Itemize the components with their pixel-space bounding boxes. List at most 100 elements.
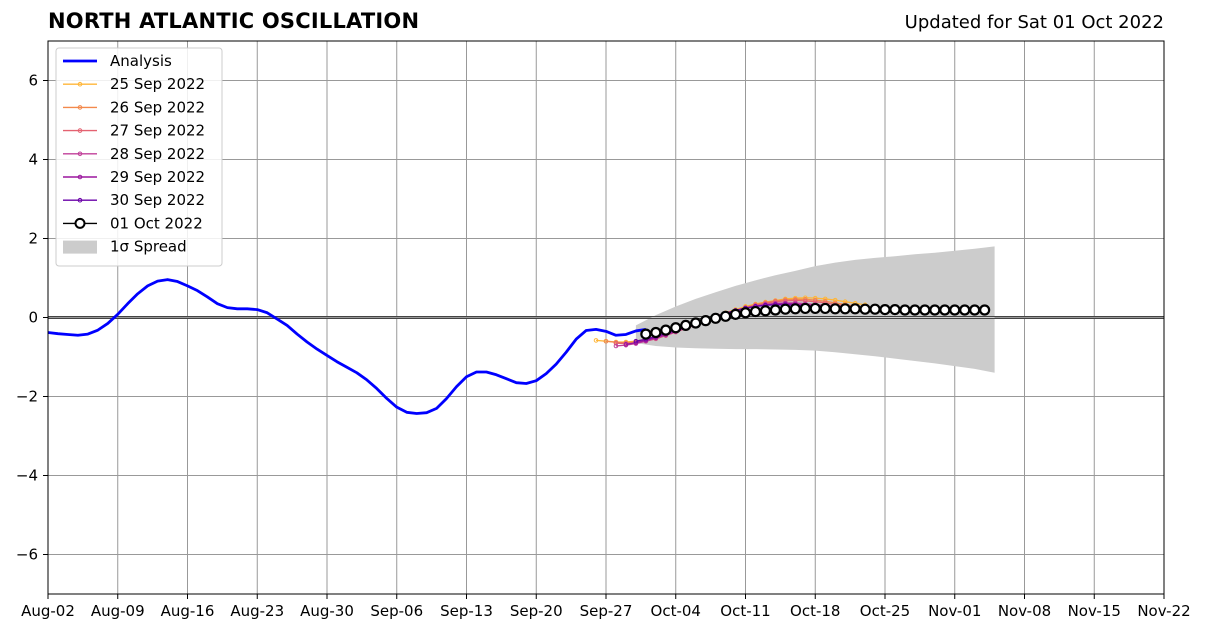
forecast-point [603,338,609,344]
forecast-point [769,304,781,316]
chart-subtitle: Updated for Sat 01 Oct 2022 [904,12,1164,33]
y-axis: −6 −4 −2 0 2 4 6 [16,72,48,564]
y-tick-label: −2 [16,388,38,406]
legend-label: 27 Sep 2022 [110,122,205,140]
forecast-point [869,303,881,315]
forecast-series [593,295,991,349]
chart-title: NORTH ATLANTIC OSCILLATION [48,9,420,33]
forecast-point [949,304,961,316]
legend-entry: 01 Oct 2022 [63,214,203,232]
forecast-point [939,304,951,316]
forecast-point [633,338,639,344]
forecast-point [680,319,692,331]
forecast-point [623,342,629,347]
legend-marker [77,81,83,87]
forecast-point [660,324,672,336]
legend-entry: Analysis [63,52,172,70]
forecast-point [979,304,991,316]
analysis-line [47,278,647,415]
forecast-point [613,340,619,346]
legend-marker [77,197,83,203]
x-tick-label: Nov-15 [1068,602,1121,620]
forecast-point [819,302,831,315]
legend-swatch [63,240,97,254]
legend-entry: 26 Sep 2022 [63,98,205,116]
forecast-point [613,343,619,349]
y-tick-label: 2 [28,230,38,248]
forecast-point [710,312,722,324]
forecast-point [849,303,861,315]
legend-entry: 27 Sep 2022 [63,122,205,140]
legend-label: Analysis [110,52,172,70]
x-tick-label: Aug-23 [230,602,284,620]
x-tick-label: Aug-02 [21,602,75,620]
x-tick-label: Oct-04 [651,602,701,620]
forecast-point [899,304,911,316]
x-axis: Aug-02 Aug-09 Aug-16 Aug-23 Aug-30 Sep-06 Sep-… [21,594,1191,620]
legend-label: 30 Sep 2022 [110,191,205,209]
forecast-point [719,310,732,322]
legend-label: 28 Sep 2022 [110,145,205,163]
x-tick-label: Nov-22 [1137,602,1190,620]
x-tick-label: Sep-13 [440,602,493,620]
forecast-point [879,304,891,316]
zero-line [48,316,1164,319]
forecast-point [909,304,921,316]
x-tick-label: Aug-16 [161,602,215,620]
forecast-point [809,302,821,315]
y-tick-label: 4 [28,151,38,169]
legend-label: 25 Sep 2022 [110,75,205,93]
legend-label: 1σ Spread [110,238,187,256]
x-tick-label: Oct-11 [720,602,770,620]
forecast-point [929,304,941,316]
x-tick-label: Nov-01 [928,602,981,620]
legend-box [55,47,223,267]
forecast-point [859,303,871,315]
y-tick-label: −6 [16,546,38,564]
legend-entry: 25 Sep 2022 [63,75,205,93]
forecast-point [779,303,791,315]
legend-entry: 29 Sep 2022 [63,168,205,186]
forecast-point [640,328,652,340]
forecast-point [969,304,981,316]
legend-entry: 1σ Spread [63,238,187,256]
forecast-point [829,303,841,315]
legend-label: 29 Sep 2022 [110,168,205,186]
forecast-point [789,303,801,315]
forecast-point [670,322,682,334]
forecast-point [832,297,838,303]
forecast-point [593,338,599,343]
forecast-point [959,304,971,316]
x-tick-label: Aug-30 [300,602,354,620]
forecast-point [749,305,762,318]
x-tick-label: Sep-27 [580,602,633,620]
forecast-point [759,305,772,317]
forecast-point [650,326,662,339]
legend-marker [77,174,83,180]
forecast-01-oct-2022 [640,302,991,340]
forecast-point [700,315,712,327]
y-tick-label: −4 [16,467,38,485]
legend-marker [77,151,83,157]
forecast-point [889,304,901,316]
legend-label: 26 Sep 2022 [110,98,205,116]
y-tick-label: 0 [28,309,38,327]
legend-label: 01 Oct 2022 [110,214,203,232]
legend: Analysis 25 Sep 2022 26 Sep 2022 27 Sep 202… [55,47,223,267]
forecast-point [839,303,851,315]
legend-marker [77,128,83,133]
x-tick-label: Sep-20 [510,602,563,620]
x-tick-label: Sep-06 [370,602,423,620]
legend-marker [77,105,83,110]
y-tick-label: 6 [28,72,38,90]
forecast-point [729,308,742,320]
x-tick-label: Aug-09 [91,602,145,620]
forecast-point [739,307,752,319]
legend-entry: 30 Sep 2022 [63,191,205,209]
legend-marker [74,217,86,229]
x-tick-label: Oct-18 [790,602,840,620]
forecast-point [799,302,811,315]
x-tick-label: Nov-08 [998,602,1051,620]
analysis-series [47,278,647,415]
